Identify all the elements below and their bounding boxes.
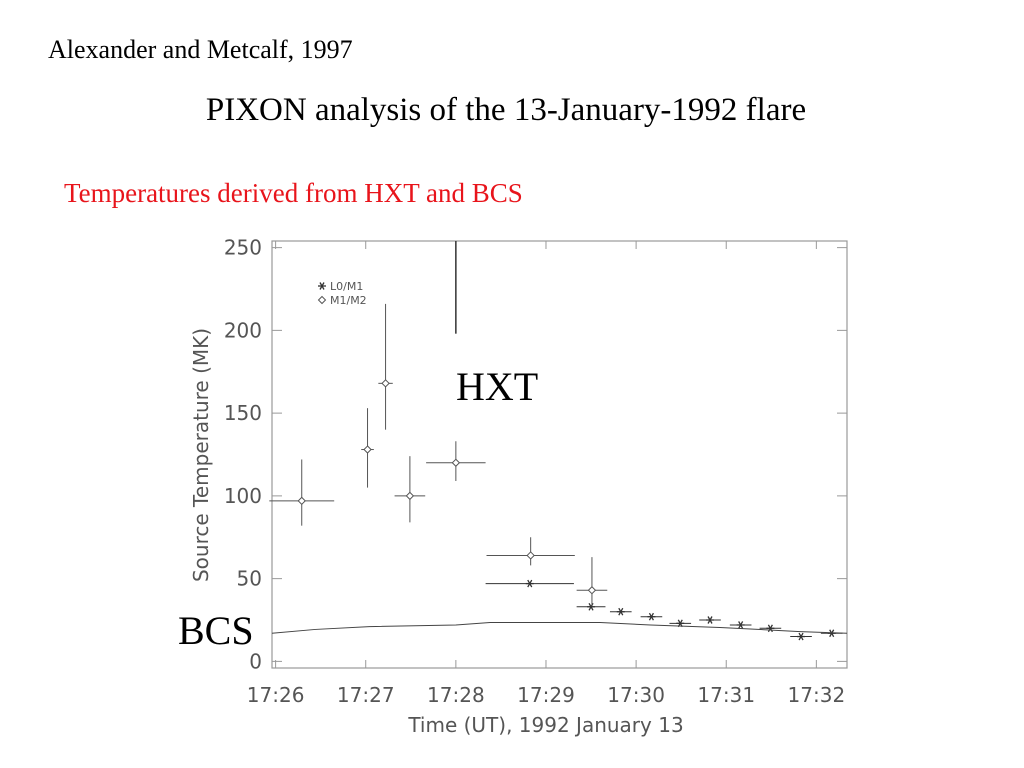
- x-tick-label: 17:28: [427, 683, 485, 707]
- asterisk-stroke: [767, 624, 773, 633]
- y-tick-label: 250: [224, 236, 262, 260]
- x-tick-label: 17:26: [247, 683, 305, 707]
- asterisk-stroke: [707, 616, 713, 624]
- bcs-line: [271, 621, 848, 634]
- diamond-point: [363, 445, 372, 454]
- y-tick-label: 100: [224, 484, 262, 508]
- x-axis-label: Time (UT), 1992 January 13: [407, 713, 683, 737]
- diamond-point: [526, 551, 535, 560]
- asterisk-point: [797, 632, 806, 641]
- legend-label: M1/M2: [330, 294, 367, 307]
- asterisk-stroke: [648, 612, 654, 621]
- asterisk-point: [766, 624, 775, 633]
- legend-symbol: [318, 282, 326, 290]
- subtitle: Temperatures derived from HXT and BCS: [64, 178, 523, 208]
- diamond-point: [587, 586, 597, 595]
- x-tick-label: 17:29: [517, 683, 575, 707]
- y-tick-label: 200: [224, 318, 262, 342]
- y-tick-label: 150: [224, 401, 262, 425]
- diamond-point: [451, 458, 461, 467]
- y-axis-label: Source Temperature (MK): [189, 328, 213, 582]
- asterisk-stroke: [527, 579, 533, 588]
- plot-frame: [271, 240, 848, 669]
- title: PIXON analysis of the 13-January-1992 fl…: [206, 92, 806, 128]
- asterisk-stroke: [618, 607, 624, 616]
- asterisk-point: [525, 579, 534, 588]
- diamond-point: [405, 491, 415, 501]
- y-tick-label: 50: [237, 567, 262, 591]
- y-tick-label: 0: [249, 649, 262, 673]
- asterisk-point: [616, 607, 625, 616]
- diamond-point: [381, 379, 390, 388]
- hxt-label: HXT: [456, 364, 538, 409]
- asterisk-point: [706, 616, 715, 624]
- asterisk-stroke: [798, 632, 804, 641]
- x-tick-label: 17:32: [788, 683, 846, 707]
- asterisk-point: [647, 612, 656, 621]
- asterisk-stroke: [829, 629, 835, 638]
- legend-symbol: [317, 295, 327, 305]
- x-tick-label: 17:27: [337, 683, 395, 707]
- bcs-label: BCS: [178, 608, 254, 653]
- asterisk-stroke: [738, 621, 744, 629]
- x-tick-label: 17:31: [697, 683, 755, 707]
- asterisk-point: [587, 602, 596, 611]
- legend-label: L0/M1: [330, 280, 363, 293]
- diamond-point: [297, 496, 306, 506]
- x-tick-label: 17:30: [607, 683, 665, 707]
- source: Alexander and Metcalf, 1997: [48, 35, 353, 64]
- asterisk-stroke: [319, 282, 325, 290]
- asterisk-point: [736, 621, 745, 629]
